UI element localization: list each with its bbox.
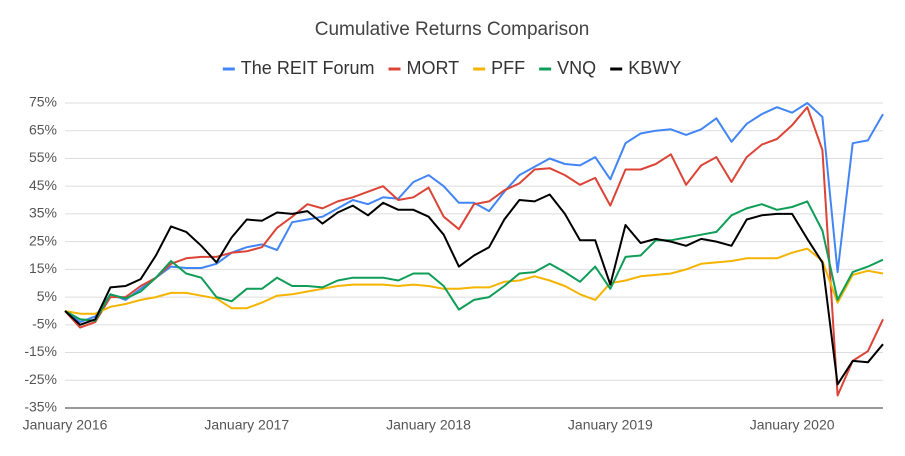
y-tick-label: 25%	[29, 232, 57, 248]
y-tick-label: -15%	[24, 343, 57, 359]
y-tick-label: 55%	[29, 149, 57, 165]
y-tick-label: -25%	[24, 371, 57, 387]
legend-label: PFF	[491, 58, 525, 78]
y-tick-label: 45%	[29, 177, 57, 193]
y-tick-label: 75%	[29, 94, 57, 110]
y-tick-label: -35%	[24, 399, 57, 415]
series-line	[64, 200, 884, 322]
x-tick-label: January 2020	[750, 417, 835, 433]
series-line	[64, 106, 884, 397]
series-line	[64, 102, 884, 323]
legend-label: VNQ	[557, 58, 596, 78]
y-tick-label: 15%	[29, 260, 57, 276]
y-tick-label: -5%	[32, 316, 57, 332]
chart-title: Cumulative Returns Comparison	[315, 19, 590, 40]
legend-label: KBWY	[628, 58, 681, 78]
legend-label: MORT	[407, 58, 460, 78]
x-tick-label: January 2017	[204, 417, 289, 433]
y-tick-label: 35%	[29, 205, 57, 221]
legend: The REIT Forum MORT PFF VNQ KBWY	[222, 58, 681, 78]
legend-label: The REIT Forum	[241, 58, 375, 78]
y-tick-label: 5%	[37, 288, 57, 304]
series-line	[64, 193, 884, 386]
x-tick-label: January 2016	[23, 417, 108, 433]
y-tick-label: 65%	[29, 121, 57, 137]
x-tick-label: January 2019	[568, 417, 653, 433]
series-line	[64, 247, 884, 315]
x-tick-label: January 2018	[386, 417, 471, 433]
